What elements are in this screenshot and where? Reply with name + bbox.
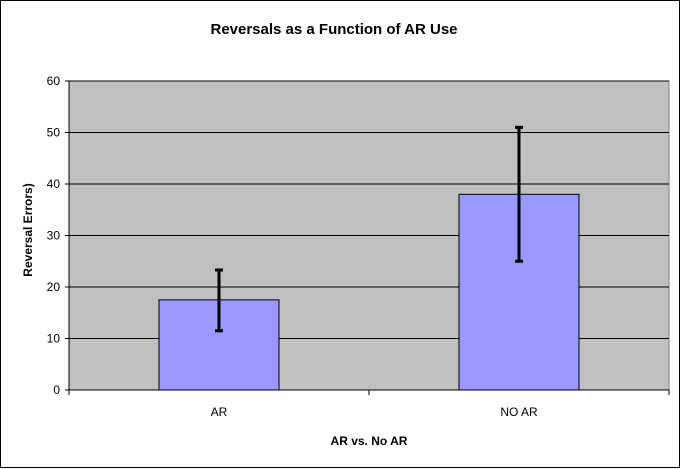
y-axis-title: Reversal Errors) [21, 183, 35, 276]
y-tick-label: 30 [47, 229, 61, 243]
bars [158, 193, 580, 391]
y-tick-label: 20 [47, 280, 61, 294]
chart-title: Reversals as a Function of AR Use [210, 21, 457, 38]
y-tick-label: 50 [47, 126, 61, 140]
axes [65, 80, 670, 395]
error-bars [215, 125, 523, 333]
x-axis-title: AR vs. No AR [331, 434, 408, 448]
y-tick-label: 60 [47, 74, 61, 88]
y-tick-label: 0 [53, 383, 60, 397]
y-tick-label: 40 [47, 177, 61, 191]
x-tick-label: AR [211, 405, 228, 419]
y-tick-label: 10 [47, 332, 61, 346]
error-bar [215, 268, 223, 333]
error-bar [515, 125, 523, 263]
tick-labels: 0 10 20 30 40 50 60 AR NO AR [47, 74, 538, 419]
x-tick-label: NO AR [500, 405, 538, 419]
